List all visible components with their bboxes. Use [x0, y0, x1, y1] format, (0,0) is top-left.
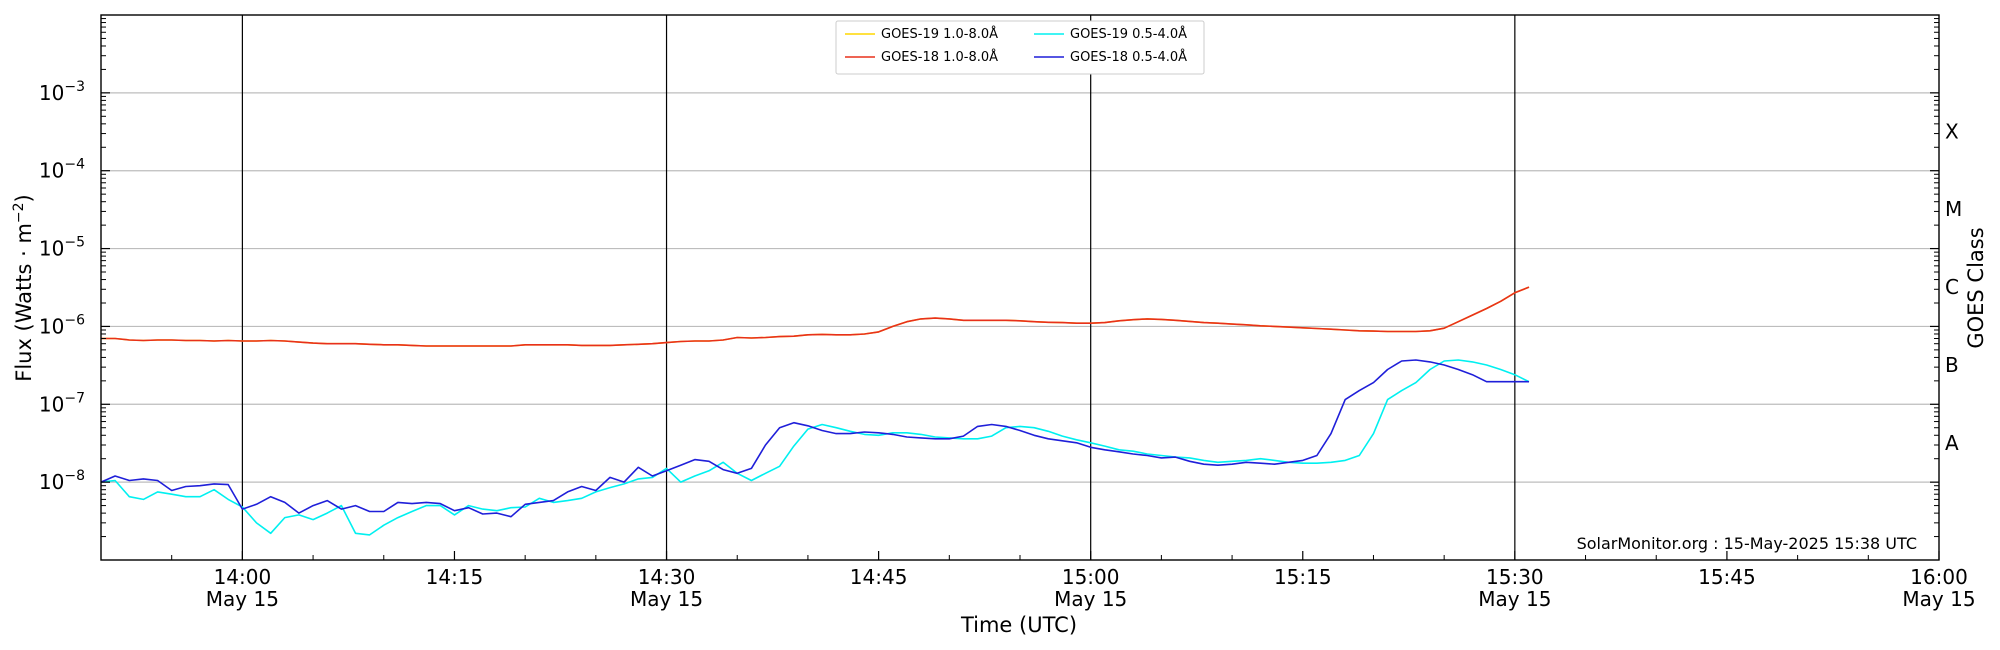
- y-tick-label: 10−8: [39, 468, 85, 494]
- y-tick-label: 10−5: [39, 235, 85, 261]
- y-tick-label: 10−3: [39, 79, 85, 105]
- x-tick-date-label: May 15: [1902, 587, 1975, 611]
- legend-label: GOES-19 0.5-4.0Å: [1070, 26, 1187, 42]
- y-tick-exponent: −6: [64, 312, 85, 328]
- y-tick-label: 10−4: [39, 157, 85, 183]
- y-tick-base: 10: [39, 314, 64, 338]
- plot-frame: [100, 14, 1940, 561]
- x-tick-label: 14:45: [850, 565, 908, 589]
- y-tick-label: 10−7: [39, 390, 85, 416]
- goes-class-label: X: [1945, 119, 1959, 143]
- x-tick-label: 16:00: [1910, 565, 1968, 589]
- x-tick-label: 14:30: [638, 565, 696, 589]
- x-tick-date-label: May 15: [1054, 587, 1127, 611]
- y-axis-title-close: ): [12, 194, 36, 202]
- x-tick-label: 14:00: [214, 565, 272, 589]
- x-tick-date-label: May 15: [1478, 587, 1551, 611]
- goes-class-label: M: [1945, 197, 1962, 221]
- grid-lines: [101, 92, 1939, 483]
- x-tick-date-label: May 15: [630, 587, 703, 611]
- x-tick-label: 15:00: [1062, 565, 1120, 589]
- y-tick-base: 10: [39, 237, 64, 261]
- series-line-3: [100, 359, 1530, 536]
- legend-label: GOES-19 1.0-8.0Å: [881, 26, 998, 42]
- y-tick-base: 10: [39, 159, 64, 183]
- y-axis-title-exponent: −2: [11, 202, 27, 223]
- legend: GOES-19 1.0-8.0Å GOES-18 1.0-8.0Å GOES-19 …: [835, 20, 1205, 75]
- y-tick-exponent: −3: [64, 79, 85, 95]
- y-tick-exponent: −7: [64, 390, 85, 406]
- y-axis-title: Flux (Watts · m−2): [11, 194, 36, 382]
- y-tick-base: 10: [39, 81, 64, 105]
- series-line-1: [101, 286, 1530, 347]
- goes-class-labels: X M C B A: [1945, 119, 1962, 454]
- x-tick-date-label: May 15: [206, 587, 279, 611]
- right-axis-title: GOES Class: [1964, 227, 1988, 348]
- y-tick-exponent: −8: [64, 468, 85, 484]
- y-tick-base: 10: [39, 392, 64, 416]
- x-tick-label: 15:15: [1274, 565, 1332, 589]
- y-axis-title-main: Flux (Watts · m: [12, 223, 36, 382]
- series-line-2: [101, 286, 1530, 347]
- x-axis-title: Time (UTC): [960, 613, 1077, 637]
- y-tick-exponent: −4: [64, 157, 85, 173]
- data-series: [100, 286, 1530, 536]
- x-tick-label: 14:15: [426, 565, 484, 589]
- watermark-text: SolarMonitor.org : 15-May-2025 15:38 UTC: [1577, 534, 1917, 553]
- y-tick-exponent: −5: [64, 235, 85, 251]
- x-tick-label: 15:45: [1698, 565, 1756, 589]
- x-tick-label: 15:30: [1486, 565, 1544, 589]
- legend-label: GOES-18 1.0-8.0Å: [881, 49, 998, 65]
- goes-class-label: C: [1945, 275, 1959, 299]
- goes-class-label: A: [1945, 431, 1959, 455]
- legend-label: GOES-18 0.5-4.0Å: [1070, 49, 1187, 65]
- vertical-time-markers: [241, 15, 1516, 560]
- legend-box: [835, 20, 1205, 75]
- y-tick-base: 10: [39, 470, 64, 494]
- series-line-4: [100, 359, 1529, 518]
- goes-class-label: B: [1945, 353, 1959, 377]
- y-tick-label: 10−6: [39, 312, 85, 338]
